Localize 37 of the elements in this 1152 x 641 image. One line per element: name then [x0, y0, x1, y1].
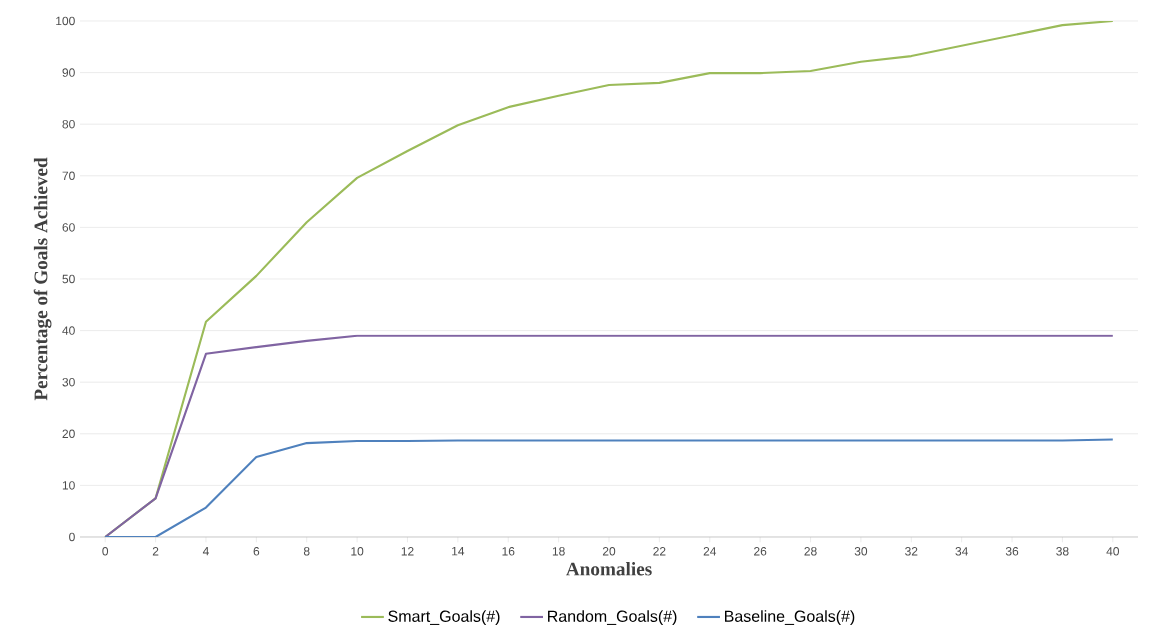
y-tick-label: 90	[62, 68, 75, 77]
legend-label: Random_Goals(#)	[548, 610, 677, 626]
y-tick-label: 10	[62, 481, 75, 490]
y-tick-label: 100	[56, 16, 75, 26]
x-tick-label: 40	[1106, 547, 1120, 556]
x-tick-label: 6	[253, 547, 260, 556]
x-axis-title: Anomalies	[566, 562, 652, 576]
y-tick-label: 0	[69, 532, 75, 542]
y-tick-label: 70	[62, 171, 75, 181]
x-tick-label: 24	[703, 547, 717, 556]
x-tick-label: 10	[351, 547, 364, 556]
y-tick-label: 80	[62, 119, 75, 129]
x-tick-label: 16	[502, 547, 515, 556]
x-tick-label: 38	[1056, 547, 1069, 556]
legend-label: Smart_Goals(#)	[388, 610, 500, 626]
x-tick-label: 32	[905, 547, 918, 556]
x-tick-label: 36	[1005, 547, 1019, 556]
y-tick-label: 60	[62, 223, 75, 232]
legend-label: Baseline_Goals(#)	[725, 610, 855, 626]
y-tick-label: 20	[62, 429, 75, 439]
x-tick-label: 0	[102, 547, 109, 556]
x-tick-label: 14	[452, 547, 465, 556]
x-tick-label: 18	[552, 547, 565, 556]
x-tick-label: 22	[653, 547, 666, 556]
x-tick-label: 34	[955, 547, 968, 556]
x-tick-label: 12	[401, 547, 414, 556]
y-tick-label: 40	[62, 326, 75, 335]
y-tick-label: 50	[62, 274, 75, 284]
x-tick-label: 26	[754, 547, 767, 556]
x-tick-label: 4	[202, 547, 209, 556]
x-tick-label: 20	[602, 547, 616, 556]
y-tick-label: 30	[62, 377, 75, 387]
x-tick-label: 28	[804, 547, 817, 556]
x-tick-label: 30	[854, 547, 868, 556]
x-tick-label: 8	[303, 547, 310, 556]
x-tick-label: 2	[152, 547, 159, 556]
y-axis-title: Percentage of Goals Achieved	[33, 157, 52, 401]
